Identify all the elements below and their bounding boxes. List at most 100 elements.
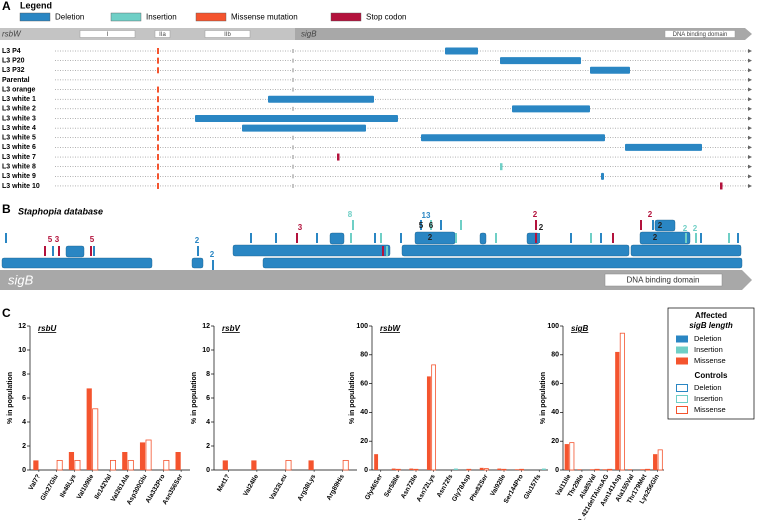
- variant-mark: [296, 233, 298, 243]
- deletion: [191, 257, 204, 269]
- row-label: L3 white 4: [2, 125, 36, 132]
- y-tick-label: 12: [18, 323, 26, 330]
- missense-mark: [157, 182, 159, 189]
- deletion: [445, 47, 478, 55]
- sigb-start: [292, 174, 294, 179]
- row-arrow: [748, 145, 752, 150]
- variant-mark: [420, 220, 422, 230]
- row-label: L3 white 9: [2, 173, 36, 180]
- row-arrow: [748, 87, 752, 92]
- bar: [139, 442, 146, 470]
- count-label: 5: [48, 235, 53, 244]
- x-tick-label: Gly46Ser: [364, 473, 384, 501]
- bar: [391, 468, 396, 470]
- row-label: L3 white 6: [2, 144, 36, 151]
- gene-label: sigB: [301, 30, 317, 39]
- row-label: L3 white 1: [2, 96, 36, 103]
- bar: [426, 376, 431, 470]
- row-arrow: [748, 58, 752, 63]
- variant-mark: [374, 233, 376, 243]
- missense-mark: [157, 125, 159, 132]
- legend-swatch: [676, 346, 688, 354]
- variant-mark: [380, 233, 382, 243]
- variant-mark: [640, 220, 642, 230]
- variant-mark: [590, 233, 592, 243]
- legend-label: Insertion: [694, 345, 723, 354]
- missense-mark: [157, 173, 159, 180]
- bar: [308, 460, 314, 470]
- y-axis-label: % in population: [349, 372, 356, 424]
- legend-swatch: [676, 384, 688, 392]
- variant-mark: [275, 233, 277, 243]
- x-tick-label: Val92Ile: [489, 473, 507, 497]
- row-arrow: [748, 155, 752, 160]
- row-label: L3 P32: [2, 67, 25, 74]
- sigb-start: [292, 87, 294, 92]
- y-tick-label: 2: [206, 443, 210, 450]
- bar: [497, 468, 502, 470]
- bar: [413, 468, 419, 471]
- bar: [577, 469, 582, 470]
- deletion: [654, 219, 676, 232]
- count-label: 2: [648, 210, 653, 219]
- legend-title: Affected: [695, 311, 727, 320]
- bar: [519, 468, 524, 471]
- bar: [564, 444, 569, 470]
- y-axis-label: % in population: [7, 372, 14, 424]
- variant-mark: [700, 233, 702, 243]
- sigb-start: [292, 164, 294, 169]
- domain-label: I: [107, 32, 109, 38]
- missense-mark: [157, 105, 159, 112]
- deletion: [421, 134, 605, 142]
- bar: [163, 459, 170, 471]
- bar: [74, 459, 81, 471]
- count-label: 2: [693, 224, 698, 233]
- bar: [396, 468, 401, 471]
- row-arrow: [748, 164, 752, 169]
- bar: [569, 442, 575, 471]
- x-tick-label: Val7?: [28, 473, 43, 491]
- count-label: 2: [195, 236, 200, 245]
- row-arrow: [748, 183, 752, 188]
- x-tick-label: Gln27Glu: [39, 473, 60, 502]
- missense-mark: [157, 86, 159, 93]
- missense-mark: [157, 134, 159, 141]
- bar: [514, 469, 519, 470]
- bar: [645, 468, 651, 471]
- count-label: 3: [55, 235, 60, 244]
- y-tick-label: 4: [206, 419, 210, 426]
- row-label: L3 P4: [2, 48, 21, 55]
- variant-mark: [93, 246, 95, 256]
- bar: [627, 469, 633, 470]
- row-label: L3 white 2: [2, 106, 36, 113]
- x-tick-label: Asn72Ile: [400, 473, 420, 500]
- deletion: [401, 244, 630, 257]
- bar: [222, 460, 228, 470]
- row-arrow: [748, 68, 752, 73]
- bar: [607, 468, 613, 471]
- legend-label: Stop codon: [366, 13, 406, 22]
- deletion: [195, 114, 398, 122]
- bar: [409, 468, 414, 470]
- y-tick-label: 80: [551, 352, 559, 359]
- legend-label: Missense: [694, 356, 726, 365]
- bar: [594, 468, 600, 471]
- stop-codon: [720, 182, 723, 190]
- variant-mark: [352, 220, 354, 230]
- row-arrow: [748, 106, 752, 111]
- missense-mark: [157, 57, 159, 64]
- x-tick-label: Ser58Ile: [383, 473, 402, 498]
- row-label: L3 white 10: [2, 183, 40, 190]
- bar: [342, 459, 349, 471]
- x-tick-label: Met1?: [216, 473, 231, 493]
- y-tick-label: 40: [360, 409, 368, 416]
- row-label: L3 P20: [2, 57, 25, 64]
- variant-mark: [685, 233, 687, 243]
- row-arrow: [748, 49, 752, 53]
- count-label: 5: [419, 221, 424, 230]
- variant-mark: [538, 233, 540, 243]
- legend-swatch: [195, 12, 227, 22]
- bar: [145, 439, 152, 471]
- domain-label: DNA binding domain: [673, 32, 728, 38]
- bar: [33, 460, 39, 470]
